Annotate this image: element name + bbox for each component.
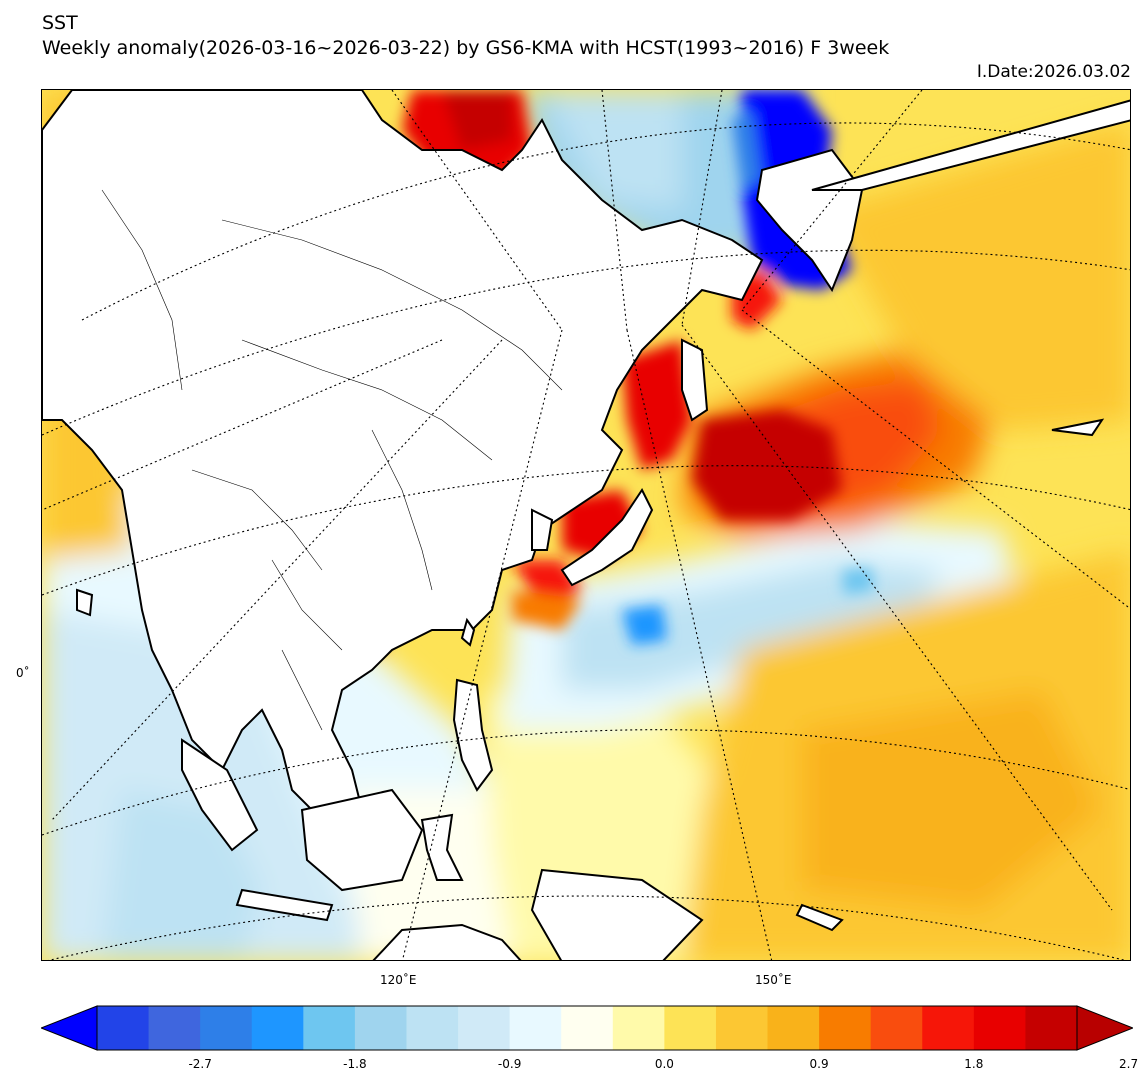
map-panel xyxy=(41,89,1131,961)
issue-date: I.Date:2026.03.02 xyxy=(976,62,1131,82)
lon-label-150e: 150˚E xyxy=(755,973,792,987)
sakhalin-island xyxy=(681,338,709,422)
colorbar-tick: -1.8 xyxy=(343,1057,367,1071)
colorbar-segment xyxy=(973,1006,1026,1050)
colorbar-tick: -2.7 xyxy=(188,1057,212,1071)
colorbar-segment xyxy=(251,1006,304,1050)
colorbar-segment xyxy=(354,1006,407,1050)
sri-lanka-island xyxy=(76,588,94,617)
colorbar-segment xyxy=(664,1006,717,1050)
korean-peninsula xyxy=(531,508,554,551)
colorbar-segment xyxy=(509,1006,562,1050)
taiwan-island xyxy=(460,617,476,647)
new-guinea-island xyxy=(530,868,704,960)
colorbar-tick: -0.9 xyxy=(497,1057,522,1071)
sulawesi-island xyxy=(420,813,464,881)
pacific-islet xyxy=(1051,418,1105,437)
colorbar-tick: 0.0 xyxy=(654,1057,674,1071)
colorbar-tick: 2.7 xyxy=(1119,1057,1139,1071)
northern-coast-strip xyxy=(811,99,1130,191)
colorbar-segment xyxy=(612,1006,665,1050)
colorbar-tick: 1.8 xyxy=(964,1057,984,1071)
graticule-lines xyxy=(42,90,1130,960)
colorbar-segment xyxy=(200,1006,253,1050)
colorbar-segment xyxy=(406,1006,459,1050)
colorbar-segment xyxy=(870,1006,923,1050)
colorbar xyxy=(41,1005,1133,1051)
colorbar-segment xyxy=(148,1006,201,1050)
eurasia-landmass xyxy=(42,90,764,832)
colorbar-tick: 0.9 xyxy=(809,1057,829,1071)
lon-label-120e: 120˚E xyxy=(380,973,417,987)
philippines-islands xyxy=(452,678,494,792)
borneo-island xyxy=(300,788,424,892)
colorbar-segment xyxy=(767,1006,820,1050)
colorbar-segment xyxy=(303,1006,356,1050)
country-borders xyxy=(101,189,563,731)
sst-anomaly-map xyxy=(42,90,1130,960)
colorbar-segment xyxy=(922,1006,975,1050)
colorbar-segment xyxy=(819,1006,872,1050)
colorbar-frame xyxy=(96,1005,1078,1051)
japan-islands xyxy=(560,488,654,587)
solomon-islands xyxy=(795,903,844,932)
colorbar-segment xyxy=(715,1006,769,1050)
australia-north xyxy=(372,923,522,960)
colorbar-segment xyxy=(561,1006,614,1050)
variable-title: SST xyxy=(42,12,78,34)
java-island xyxy=(235,888,334,922)
colorbar-segment xyxy=(1025,1006,1078,1050)
colorbar-extend-low xyxy=(41,1005,98,1051)
colorbar-extend-high xyxy=(1076,1005,1133,1051)
colorbar-segment xyxy=(458,1006,511,1050)
figure-subtitle: Weekly anomaly(2026-03-16~2026-03-22) by… xyxy=(42,37,890,59)
land-masses xyxy=(42,90,1130,960)
colorbar-segment xyxy=(97,1006,150,1050)
lat-label-equator: 0˚ xyxy=(16,666,30,680)
sumatra-island xyxy=(181,738,259,852)
